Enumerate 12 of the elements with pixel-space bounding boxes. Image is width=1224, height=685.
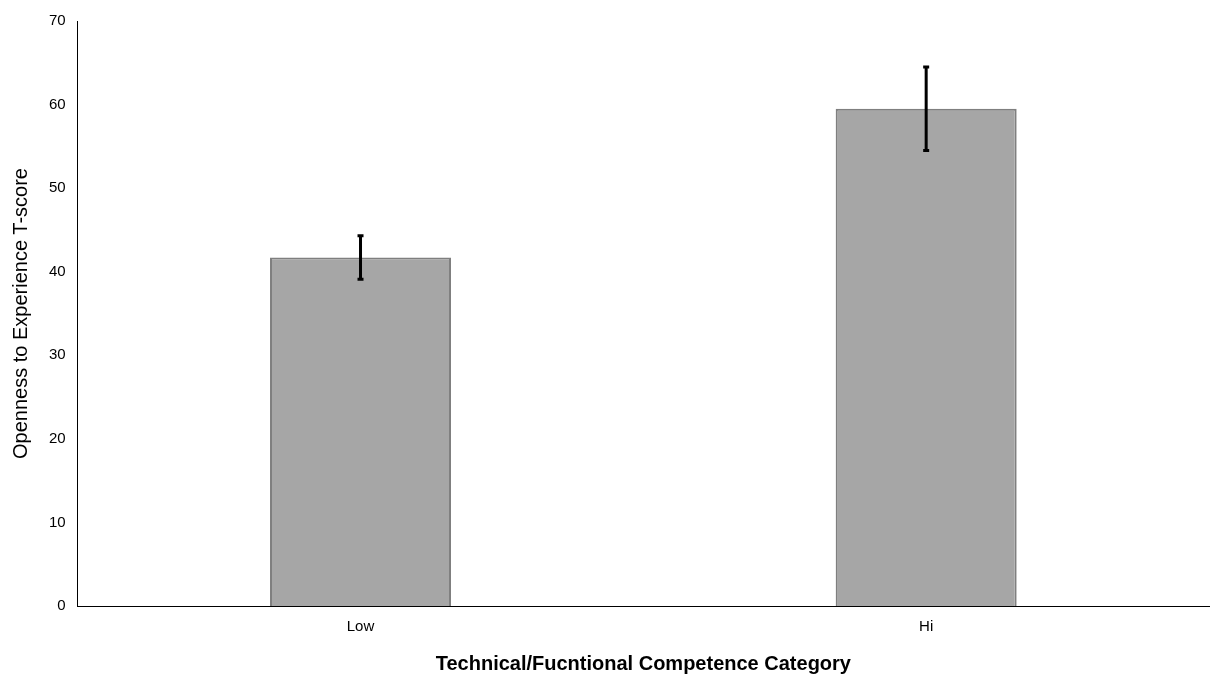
y-axis-title: Openness to Experience T-score xyxy=(8,168,31,459)
x-tick-label: Low xyxy=(346,617,375,635)
y-tick-label: 10 xyxy=(49,512,66,530)
y-tick-label: 20 xyxy=(49,429,66,446)
y-tick-label: 60 xyxy=(49,94,66,112)
y-tick-label: 30 xyxy=(49,345,66,363)
y-tick-label: 40 xyxy=(49,261,66,279)
y-tick-label: 50 xyxy=(49,178,66,196)
y-tick-label: 70 xyxy=(49,11,66,29)
x-axis-title: Technical/Fucntional Competence Category xyxy=(435,651,852,674)
y-tick-label: 0 xyxy=(57,596,66,614)
x-tick-label: Hi xyxy=(919,617,934,635)
